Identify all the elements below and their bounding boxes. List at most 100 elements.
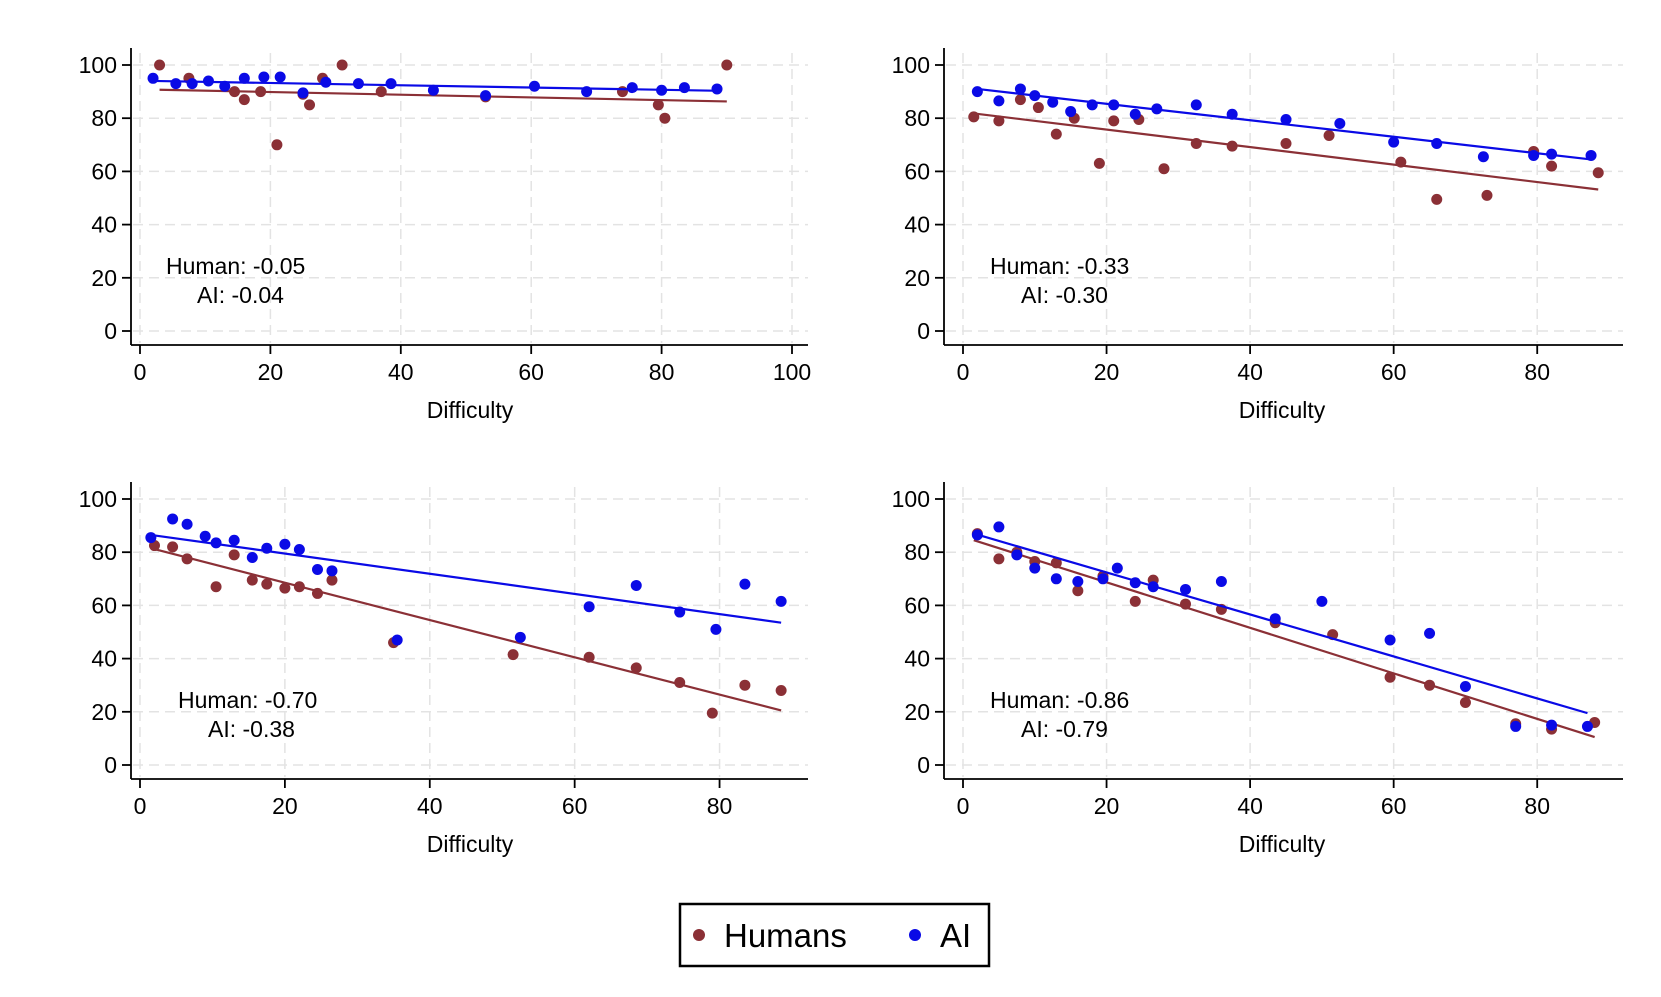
- y-tick-label: 20: [904, 699, 930, 725]
- data-point-humans: [228, 549, 240, 561]
- x-tick-label: 60: [562, 793, 588, 819]
- data-point-ai: [739, 578, 751, 590]
- data-point-humans: [721, 59, 733, 71]
- data-point-ai: [238, 72, 250, 84]
- data-point-ai: [326, 565, 338, 577]
- x-tick-label: 80: [1524, 359, 1550, 385]
- data-point-humans: [304, 99, 316, 111]
- data-point-ai: [1384, 634, 1396, 646]
- data-point-humans: [1108, 115, 1120, 127]
- data-point-ai: [1477, 151, 1489, 163]
- y-tick-label: 40: [91, 212, 117, 238]
- data-point-ai: [1546, 719, 1558, 731]
- data-point-humans: [246, 574, 258, 586]
- data-point-humans: [706, 707, 718, 719]
- data-point-ai: [480, 90, 492, 102]
- annotation-human: Human: -0.33: [990, 253, 1129, 279]
- y-tick-label: 60: [91, 158, 117, 184]
- data-point-ai: [199, 530, 211, 542]
- y-tick-label: 40: [91, 646, 117, 672]
- trend-line-ai: [153, 79, 721, 92]
- data-point-humans: [326, 574, 338, 586]
- trend-line-humans: [159, 88, 727, 103]
- data-point-ai: [145, 532, 157, 544]
- data-point-ai: [167, 513, 179, 525]
- data-point-ai: [1424, 627, 1436, 639]
- legend-marker-humans: [693, 929, 705, 941]
- data-point-humans: [1546, 160, 1558, 172]
- data-point-ai: [1072, 575, 1084, 587]
- data-point-ai: [1459, 681, 1471, 693]
- data-point-ai: [293, 544, 305, 556]
- y-tick-label: 0: [917, 752, 930, 778]
- data-point-ai: [147, 72, 159, 84]
- trend-line-ai: [973, 532, 1588, 715]
- x-axis-label: Difficulty: [1239, 397, 1326, 423]
- x-tick-label: 80: [649, 359, 675, 385]
- data-point-ai: [228, 534, 240, 546]
- annotation-ai: AI: -0.38: [208, 716, 295, 742]
- y-tick-label: 100: [79, 52, 117, 78]
- data-point-humans: [993, 553, 1005, 565]
- y-tick-label: 60: [91, 592, 117, 618]
- data-point-ai: [186, 78, 198, 90]
- data-point-ai: [583, 601, 595, 613]
- y-tick-label: 0: [104, 318, 117, 344]
- y-tick-label: 0: [917, 318, 930, 344]
- y-tick-label: 20: [904, 265, 930, 291]
- y-tick-label: 100: [892, 52, 930, 78]
- data-point-ai: [1097, 573, 1109, 585]
- annotation-human: Human: -0.70: [178, 687, 317, 713]
- x-tick-label: 100: [773, 359, 811, 385]
- data-point-ai: [279, 538, 291, 550]
- data-point-humans: [1459, 696, 1471, 708]
- data-point-humans: [154, 59, 166, 71]
- x-tick-label: 40: [1237, 793, 1263, 819]
- data-point-ai: [1581, 720, 1593, 732]
- x-tick-label: 20: [258, 359, 284, 385]
- legend-marker-ai: [909, 929, 921, 941]
- x-tick-label: 0: [957, 793, 970, 819]
- data-point-ai: [1431, 137, 1443, 149]
- data-point-ai: [528, 80, 540, 92]
- x-tick-label: 40: [1237, 359, 1263, 385]
- data-point-humans: [652, 99, 664, 111]
- data-point-humans: [271, 139, 283, 151]
- x-axis-label: Difficulty: [427, 397, 514, 423]
- data-point-ai: [514, 631, 526, 643]
- data-point-humans: [1280, 137, 1292, 149]
- legend: Humans AI: [678, 902, 991, 968]
- data-point-humans: [775, 685, 787, 697]
- data-point-humans: [1014, 94, 1026, 106]
- y-tick-label: 0: [104, 752, 117, 778]
- x-tick-label: 80: [707, 793, 733, 819]
- x-tick-label: 60: [518, 359, 544, 385]
- data-point-humans: [993, 115, 1005, 127]
- y-tick-label: 40: [904, 212, 930, 238]
- y-tick-label: 60: [904, 158, 930, 184]
- data-point-humans: [261, 578, 273, 590]
- data-point-ai: [1190, 99, 1202, 111]
- x-tick-label: 80: [1524, 793, 1550, 819]
- data-point-ai: [711, 83, 723, 95]
- data-point-ai: [274, 71, 286, 83]
- annotation-ai: AI: -0.79: [1021, 716, 1108, 742]
- data-point-ai: [630, 579, 642, 591]
- y-tick-label: 40: [904, 646, 930, 672]
- data-point-humans: [739, 679, 751, 691]
- annotation-ai: AI: -0.30: [1021, 282, 1108, 308]
- data-point-humans: [1384, 671, 1396, 683]
- data-point-ai: [971, 86, 983, 98]
- legend-label-ai: AI: [940, 917, 971, 954]
- data-point-humans: [336, 59, 348, 71]
- annotation-ai: AI: -0.04: [197, 282, 284, 308]
- data-point-ai: [427, 84, 439, 96]
- data-point-humans: [1226, 140, 1238, 152]
- data-point-ai: [678, 82, 690, 94]
- data-point-ai: [1280, 114, 1292, 126]
- data-point-humans: [1323, 129, 1335, 141]
- chart-panel-3: 0 20 40 60 80 100 0 20 40 60 80 Human: -0.70 AI: -…: [79, 482, 808, 857]
- data-point-ai: [1316, 595, 1328, 607]
- x-tick-label: 20: [272, 793, 298, 819]
- data-point-ai: [626, 82, 638, 94]
